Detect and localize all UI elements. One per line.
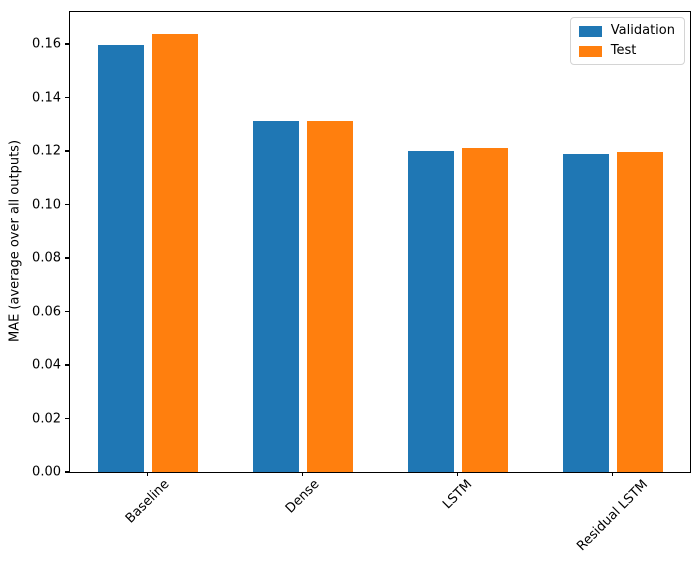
y-tick-mark <box>65 96 69 99</box>
y-tick-label: 0.04 <box>32 357 61 373</box>
bar-test-residual-lstm <box>616 151 663 472</box>
y-tick-mark <box>65 310 69 313</box>
bar-validation-baseline <box>97 45 144 472</box>
x-tick-mark <box>146 472 149 476</box>
legend-label-validation: Validation <box>610 23 675 38</box>
y-tick-label: 0.00 <box>32 464 61 480</box>
y-tick-mark <box>65 43 69 45</box>
legend: Validation Test <box>569 17 685 65</box>
y-tick-label: 0.12 <box>32 143 61 159</box>
y-tick-label: 0.14 <box>32 90 61 106</box>
bar-validation-dense <box>252 120 299 472</box>
legend-entry-validation: Validation <box>578 23 675 38</box>
x-tick-mark <box>301 472 304 476</box>
y-tick-label: 0.08 <box>32 250 61 266</box>
y-tick-mark <box>65 364 69 366</box>
y-tick-label: 0.10 <box>32 197 61 213</box>
y-tick-mark <box>65 417 69 420</box>
y-tick-mark <box>65 203 69 206</box>
x-tick-label-dense: Dense <box>282 477 322 517</box>
y-tick-label: 0.02 <box>32 411 61 426</box>
legend-label-test: Test <box>610 43 637 58</box>
legend-swatch-test-icon <box>578 45 602 57</box>
bar-test-dense <box>306 121 353 472</box>
x-tick-label-baseline: Baseline <box>122 477 172 527</box>
plot-area <box>69 11 691 473</box>
bar-test-lstm <box>461 148 508 472</box>
x-tick-label-residual-lstm: Residual LSTM <box>573 477 651 555</box>
legend-swatch-validation-icon <box>578 25 602 37</box>
x-tick-mark <box>456 472 459 476</box>
x-tick-mark <box>611 472 614 476</box>
bar-validation-lstm <box>407 150 454 472</box>
legend-entry-test: Test <box>578 43 675 58</box>
y-tick-mark <box>65 257 69 259</box>
y-tick-label: 0.16 <box>32 36 61 52</box>
y-axis-label: MAE (average over all outputs) <box>7 139 23 343</box>
y-tick-mark <box>65 471 69 473</box>
bar-validation-residual-lstm <box>562 154 609 472</box>
y-tick-label: 0.06 <box>32 304 61 320</box>
x-tick-label-lstm: LSTM <box>439 477 475 513</box>
y-tick-mark <box>65 150 69 152</box>
bar-test-baseline <box>151 33 198 472</box>
